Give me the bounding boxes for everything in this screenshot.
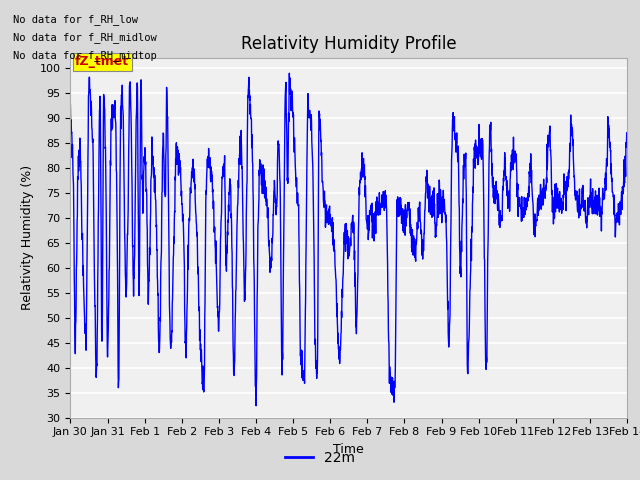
X-axis label: Time: Time (333, 443, 364, 456)
Title: Relativity Humidity Profile: Relativity Humidity Profile (241, 35, 456, 53)
Text: No data for f_RH_midlow: No data for f_RH_midlow (13, 32, 157, 43)
Legend: 22m: 22m (280, 445, 360, 471)
Y-axis label: Relativity Humidity (%): Relativity Humidity (%) (21, 165, 34, 310)
Text: No data for f_RH_low: No data for f_RH_low (13, 13, 138, 24)
Text: No data for f_RH_midtop: No data for f_RH_midtop (13, 50, 157, 61)
Text: fZ_tmet: fZ_tmet (76, 55, 129, 68)
